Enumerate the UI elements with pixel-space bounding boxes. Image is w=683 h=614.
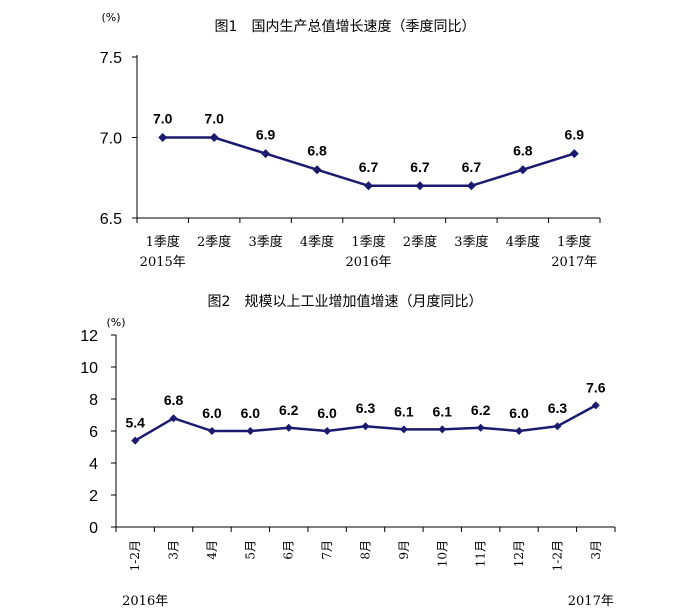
chart2-xtick-label: 1-2月 [550,540,564,571]
chart1-xtick-label: 3季度 [248,234,282,250]
chart1-xtick-label: 2季度 [403,234,437,250]
chart2-data-point [399,425,408,434]
chart1-xtick-label: 4季度 [300,234,334,250]
chart2-xtick-label: 3月 [167,540,181,560]
chart2-data-point [591,401,600,410]
chart1: 6.5 7.0 7.5 1季度 2季度 3季度 4季度 1季度 2季度 3季度 4季度 1季度 2015… [100,50,601,270]
chart2-data-label: 6.2 [279,402,299,418]
chart2-data-label: 6.1 [433,403,453,419]
chart1-ytick-label: 7.0 [100,131,122,148]
chart2-xtick-label: 6月 [282,540,296,560]
chart1-xtick-label: 4季度 [506,234,540,250]
chart2-unit: (%) [106,316,125,329]
chart1-data-label: 6.8 [513,143,533,159]
chart2-data-point [207,427,216,435]
chart2-xtick-label: 7月 [320,540,334,560]
chart2-data-label: 6.0 [317,405,337,421]
chart2-ytick-label: 2 [89,488,98,505]
chart2-year-label: 2016年 [122,594,168,609]
chart2-data-label: 7.6 [586,379,606,395]
chart2-data-point [323,427,332,435]
chart2-data-label: 6.0 [509,405,529,421]
chart1-data-point [261,149,271,159]
chart1-data-label: 6.7 [359,159,379,175]
chart2-data-point [476,423,485,432]
chart1-ytick-label: 6.5 [100,211,122,228]
chart2-data-point [131,436,140,445]
chart2-xtick-label: 10月 [435,540,449,567]
chart1-data-point [209,133,219,142]
chart1-xtick-label: 1季度 [557,234,591,250]
chart2-ytick-label: 0 [89,520,98,537]
chart2-xtick-label: 12月 [512,540,526,567]
chart2-data-point [515,427,524,435]
chart2-xtick-label: 5月 [243,540,257,560]
chart1-data-label: 6.9 [256,127,276,143]
chart1-xtick-label: 1季度 [351,234,385,250]
chart2-data-label: 6.3 [548,400,568,416]
chart1-unit: (%) [101,11,120,24]
chart2-ytick-label: 10 [80,360,98,377]
chart2-xtick-label: 4月 [205,540,219,560]
chart2-data-label: 6.0 [202,405,222,421]
chart1-year-label: 2015年 [140,255,186,270]
chart1-xtick-label: 1季度 [146,234,180,250]
chart1-data-label: 6.7 [462,159,482,175]
chart2-xtick-label: 11月 [474,540,488,567]
chart2-data-label: 6.1 [394,403,414,419]
chart1-data-label: 6.8 [307,143,327,159]
chart1-year-label: 2016年 [345,255,391,270]
chart2-data-point [553,422,562,431]
chart1-data-label: 6.7 [410,159,430,175]
chart1-data-point [518,165,528,175]
chart2-data-point [361,422,370,431]
chart2-ytick-label: 4 [89,456,98,473]
chart1-year-label: 2017年 [551,255,597,270]
chart1-data-point [466,181,476,191]
chart2-xtick-label: 3月 [589,540,603,560]
chart1-data-point [364,181,373,191]
chart2-year-label: 2017年 [568,594,614,609]
chart1-data-point [569,149,579,159]
chart2-data-point [284,423,293,432]
chart2-title: 图2 规模以上工业增加值增速（月度同比） [208,294,483,310]
chart1-data-point [415,181,425,191]
chart2-data-label: 6.2 [471,402,491,418]
chart1-title: 图1 国内生产总值增长速度（季度同比） [215,19,476,35]
chart2-xtick-label: 9月 [397,540,411,560]
chart1-ytick-label: 7.5 [100,50,122,67]
chart2-ytick-label: 12 [80,328,98,345]
chart2-xtick-label: 8月 [359,540,373,560]
chart2-data-label: 5.4 [125,415,145,431]
chart2-ytick-label: 8 [89,392,98,409]
chart1-data-label: 6.9 [565,127,585,143]
chart1-xtick-label: 2季度 [197,234,231,250]
chart1-data-point [158,133,168,142]
chart2-data-point [169,414,178,423]
chart2: 0 2 4 6 8 10 12 1-2月 3月 4月 5月 6月 7月 8月 9月 10月 11月 12月 1-2月… [80,328,616,609]
chart2-data-label: 6.8 [164,392,184,408]
chart1-xtick-label: 3季度 [454,234,488,250]
chart2-ytick-label: 6 [89,424,98,441]
chart1-data-label: 7.0 [204,111,224,127]
chart2-data-label: 6.3 [356,400,376,416]
chart2-data-label: 6.0 [241,405,261,421]
chart2-xtick-label: 1-2月 [128,540,142,571]
chart2-data-point [246,427,255,435]
chart2-data-point [438,425,447,434]
chart1-data-label: 7.0 [153,111,173,127]
chart1-data-point [312,165,322,175]
